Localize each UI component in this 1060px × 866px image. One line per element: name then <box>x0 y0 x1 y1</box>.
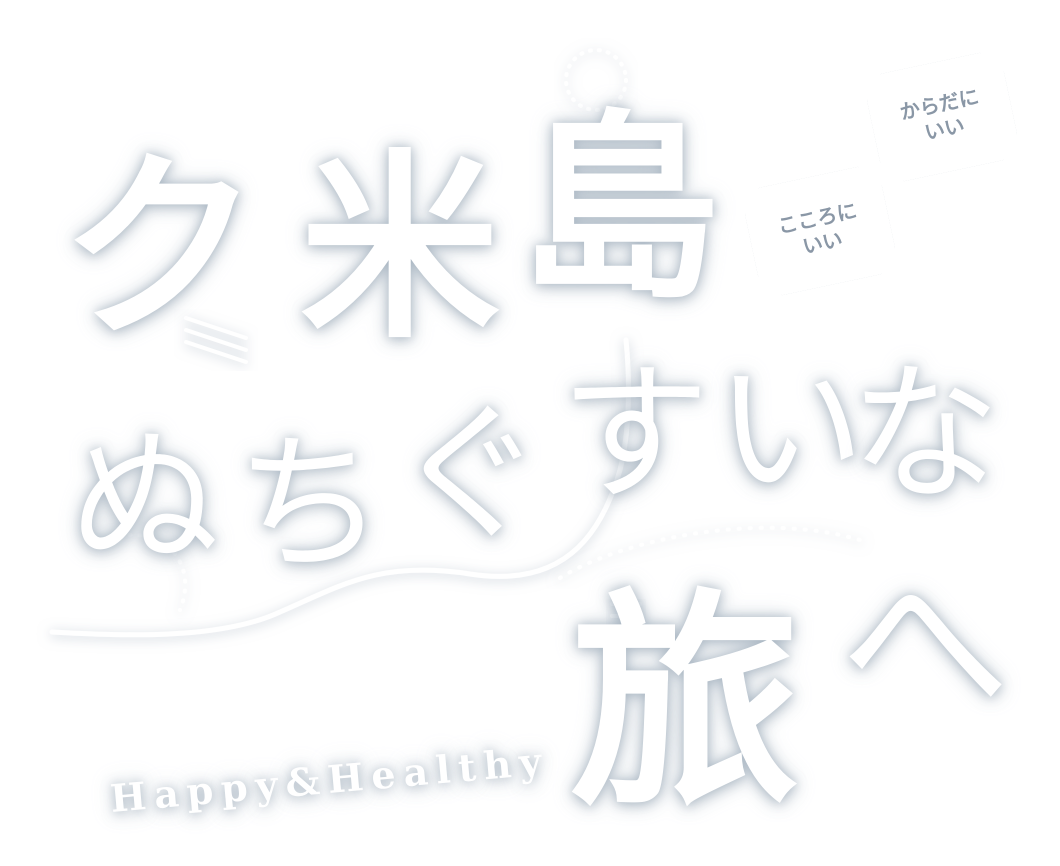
dotted-arc <box>558 525 862 580</box>
tabi-char: 旅 <box>570 571 801 838</box>
hatch-lines-left <box>184 316 248 364</box>
subtitle-char-chi: ち <box>235 418 386 592</box>
hatch-lines-right <box>610 602 642 630</box>
he-char: へ <box>840 546 1011 744</box>
title-char-jima: 島 <box>520 93 721 326</box>
title-char-kome: 米 <box>300 133 501 366</box>
subtitle-char-su: す <box>560 348 711 522</box>
subtitle-char-na: な <box>850 348 1001 522</box>
subtitle-char-i: い <box>715 343 866 517</box>
subtitle-char-nu: ぬ <box>70 413 221 587</box>
dotted-curve <box>98 532 188 612</box>
title-char-ku: ク <box>60 133 261 366</box>
wave-line <box>49 337 631 638</box>
subtitle-char-gu: ぐ <box>395 388 546 562</box>
dotted-ring <box>564 48 628 112</box>
